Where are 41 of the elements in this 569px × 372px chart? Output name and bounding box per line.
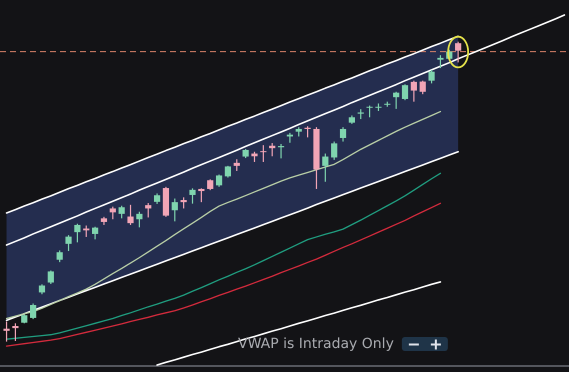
candlestick (234, 158, 240, 172)
candlestick (286, 132, 293, 144)
candlestick (74, 223, 80, 243)
candlestick (251, 151, 258, 163)
candlestick (402, 84, 408, 101)
candlestick (110, 206, 116, 220)
candlestick (48, 270, 54, 285)
candlestick (198, 188, 204, 203)
candlestick (410, 80, 417, 102)
candlestick (56, 250, 63, 263)
candlestick (428, 69, 435, 84)
candlestick (83, 224, 90, 238)
candlestick (172, 198, 178, 222)
candlestick (455, 41, 462, 63)
candlestick (136, 211, 142, 228)
candlestick (30, 302, 36, 320)
candlestick (322, 152, 328, 182)
candlestick (340, 126, 346, 142)
candlestick (207, 178, 214, 191)
candlestick (65, 234, 72, 252)
candlestick (127, 204, 134, 226)
candlestick (224, 165, 232, 178)
candlestick (180, 196, 187, 210)
candlestick (366, 104, 373, 118)
candlestick (278, 143, 284, 159)
candlestick (393, 91, 400, 110)
candlestick (38, 284, 46, 295)
annotation: VWAP is Intraday Only (238, 336, 394, 352)
candlestick (420, 80, 426, 95)
candlestick (216, 174, 222, 188)
candlestick (296, 126, 302, 138)
candlestick (189, 188, 196, 204)
candlestick (118, 205, 125, 219)
candlestick (92, 226, 98, 240)
candlestick (331, 140, 338, 160)
candlestick (145, 202, 152, 218)
candlestick (12, 322, 19, 342)
candlestick (384, 101, 390, 108)
candlestick (3, 320, 10, 342)
candlestick (154, 192, 160, 205)
candlestick (260, 144, 266, 163)
